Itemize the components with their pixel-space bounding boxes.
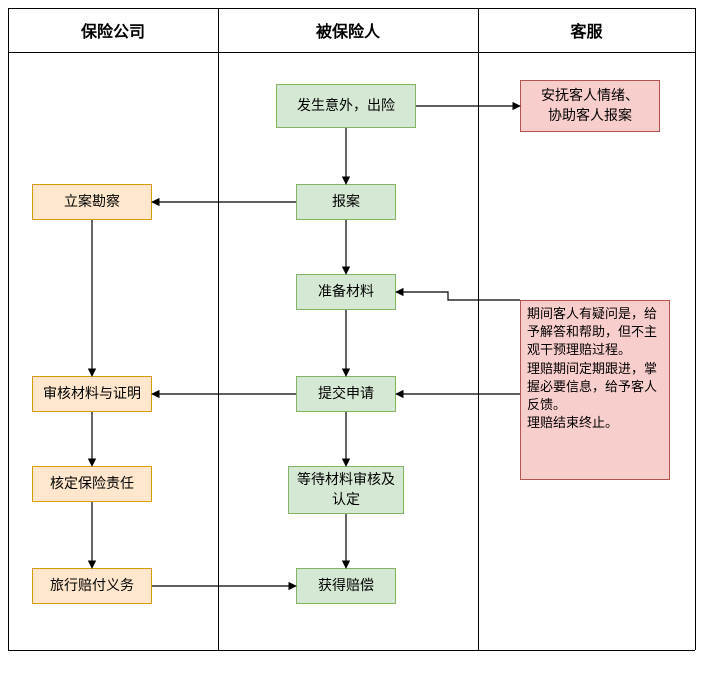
column-header-insurer: 保险公司 — [8, 8, 218, 52]
edge-note-to-prepare — [396, 292, 520, 300]
node-accident: 发生意外，出险 — [276, 84, 416, 128]
column-header-service: 客服 — [478, 8, 695, 52]
node-pay: 旅行赔付义务 — [32, 568, 152, 604]
header-divider — [8, 52, 695, 53]
column-divider-1 — [218, 8, 219, 650]
node-submit: 提交申请 — [296, 376, 396, 412]
node-review: 审核材料与证明 — [32, 376, 152, 412]
node-comfort: 安抚客人情绪、 协助客人报案 — [520, 80, 660, 132]
column-divider-2 — [478, 8, 479, 650]
flowchart-stage: 保险公司 被保险人 客服 发生意外，出险 报案 准备材料 提交申请 等待材料审核… — [0, 0, 703, 673]
node-report: 报案 — [296, 184, 396, 220]
node-wait: 等待材料审核及 认定 — [288, 466, 404, 514]
node-prepare: 准备材料 — [296, 274, 396, 310]
column-header-insured: 被保险人 — [218, 8, 478, 52]
node-case: 立案勘察 — [32, 184, 152, 220]
node-verify: 核定保险责任 — [32, 466, 152, 502]
node-note: 期间客人有疑问是，给予解答和帮助，但不主观干预理赔过程。 理赔期间定期跟进，掌握… — [520, 300, 670, 480]
frame-left — [8, 8, 9, 650]
node-compensate: 获得赔偿 — [296, 568, 396, 604]
frame-bottom — [8, 650, 695, 651]
frame-right — [695, 8, 696, 650]
